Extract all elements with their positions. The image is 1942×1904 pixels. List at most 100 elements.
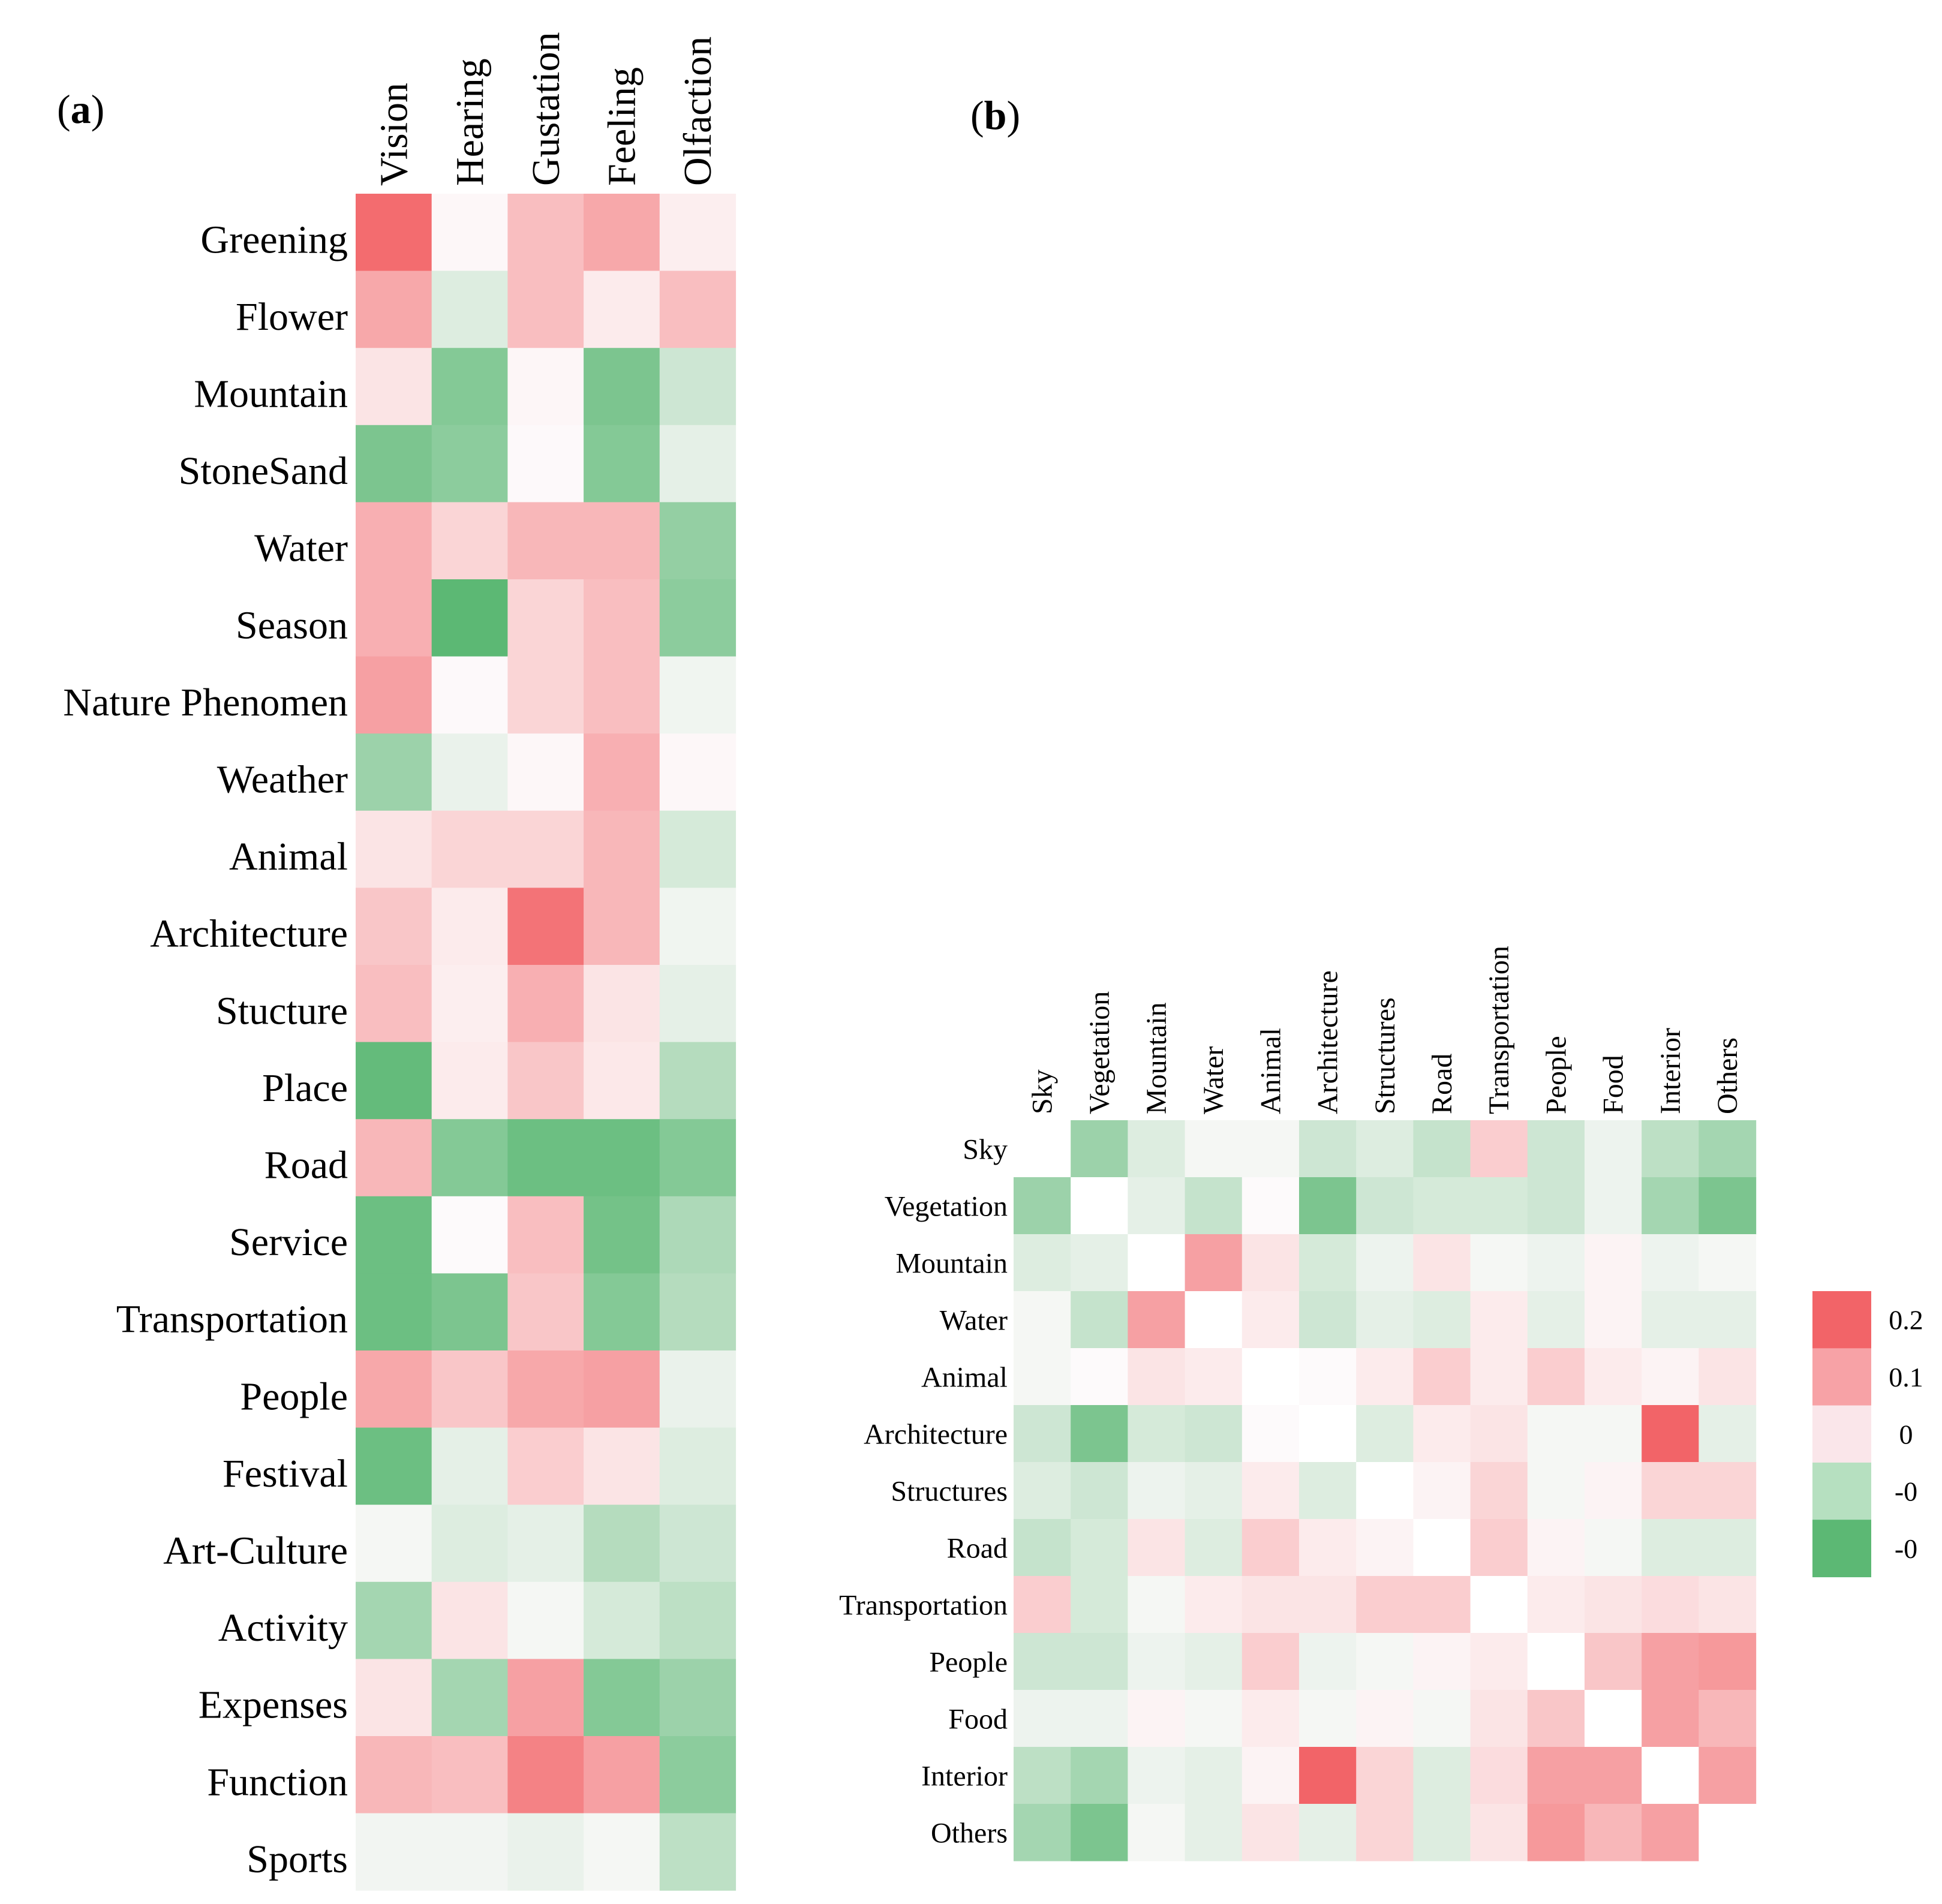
heatmap-a-cell	[659, 502, 736, 580]
panel-b-label: (b)	[970, 92, 1020, 138]
heatmap-b-cell	[1413, 1177, 1471, 1235]
heatmap-a-cell	[507, 1505, 584, 1583]
heatmap-b-cell	[1527, 1519, 1585, 1577]
heatmap-a-cell	[507, 1196, 584, 1274]
heatmap-b-cell	[1071, 1234, 1128, 1292]
heatmap-b-cell	[1014, 1177, 1071, 1235]
heatmap-a-cell	[584, 888, 660, 965]
heatmap-a-cell	[431, 656, 508, 734]
heatmap-b-cell	[1699, 1177, 1757, 1235]
heatmap-a-cell	[507, 348, 584, 426]
heatmap-a-cell	[659, 1813, 736, 1891]
heatmap-b-cell	[1470, 1804, 1528, 1861]
heatmap-b-cell	[1699, 1804, 1757, 1861]
heatmap-b-cell	[1071, 1747, 1128, 1804]
heatmap-a-cell	[356, 194, 432, 272]
heatmap-b-cell	[1299, 1576, 1357, 1634]
heatmap-b-cell	[1470, 1234, 1528, 1292]
heatmap-b-cell	[1413, 1804, 1471, 1861]
heatmap-b-cell	[1128, 1747, 1186, 1804]
heatmap-b-cell	[1585, 1120, 1642, 1178]
heatmap-b-cell	[1014, 1462, 1071, 1520]
heatmap-b-cell	[1185, 1690, 1243, 1747]
heatmap-b-cell	[1413, 1348, 1471, 1406]
heatmap-b-cell	[1642, 1120, 1699, 1178]
colorbar: 0.2 0.1 0 -0 -0	[1812, 1291, 1923, 1578]
heatmap-a-cell	[431, 1813, 508, 1891]
heatmap-b-cell	[1071, 1177, 1128, 1235]
heatmap-a-cell	[507, 194, 584, 272]
heatmap-a-cell	[659, 1736, 736, 1814]
heatmap-a-cell	[659, 579, 736, 657]
heatmap-a-cell	[431, 1581, 508, 1659]
heatmap-a-cell	[659, 348, 736, 426]
heatmap-a-cell	[431, 1273, 508, 1351]
heatmap-a-cell	[584, 579, 660, 657]
heatmap-a-cell	[659, 194, 736, 272]
heatmap-b-cell	[1642, 1747, 1699, 1804]
heatmap-b-cell	[1299, 1747, 1357, 1804]
heatmap-a-cell	[431, 733, 508, 811]
row-label: Greening	[200, 218, 348, 261]
row-label: Art-Culture	[163, 1529, 348, 1573]
heatmap-b-cell	[1014, 1291, 1071, 1349]
heatmap-a-cell	[584, 1196, 660, 1274]
heatmap-b-cell	[1470, 1462, 1528, 1520]
heatmap-b-cell	[1128, 1519, 1186, 1577]
heatmap-b-cell	[1241, 1291, 1300, 1349]
heatmap-b-cell	[1071, 1633, 1128, 1691]
column-label: Water	[1198, 1046, 1229, 1114]
heatmap-b-cell	[1014, 1519, 1071, 1577]
heatmap-a-cell	[584, 348, 660, 426]
heatmap-a-cell	[659, 425, 736, 503]
heatmap-b-cell	[1299, 1633, 1357, 1691]
heatmap-b-cell	[1128, 1348, 1186, 1406]
heatmap-a-cell	[584, 1119, 660, 1197]
heatmap-a-cell	[356, 1350, 432, 1428]
row-label: Service	[229, 1220, 348, 1264]
heatmap-b-cell	[1642, 1576, 1699, 1634]
heatmap-b-cell	[1128, 1804, 1186, 1861]
heatmap-b-cell	[1071, 1291, 1128, 1349]
heatmap-a-cell	[507, 810, 584, 888]
column-label: Interior	[1655, 1028, 1687, 1114]
heatmap-b-cell	[1527, 1291, 1585, 1349]
heatmap-a-cell	[356, 579, 432, 657]
heatmap-b-cell	[1699, 1633, 1757, 1691]
heatmap-a-cell	[507, 965, 584, 1043]
column-label: Road	[1426, 1054, 1458, 1114]
heatmap-b-cell	[1241, 1177, 1300, 1235]
heatmap-b-cell	[1241, 1690, 1300, 1747]
heatmap-b-cell	[1413, 1690, 1471, 1747]
heatmap-a-cell	[659, 1350, 736, 1428]
heatmap-b-cell	[1241, 1120, 1300, 1178]
heatmap-b-cell	[1413, 1120, 1471, 1178]
heatmap-a-cell	[507, 1119, 584, 1197]
colorbar-tick-label: 0	[1899, 1419, 1913, 1449]
panel-a-heatmap: (a) Greening Flower Mountain StoneSand Water…	[57, 32, 736, 1891]
heatmap-a-cell	[584, 733, 660, 811]
heatmap-a-cell	[584, 1042, 660, 1120]
heatmap-a-cell	[659, 888, 736, 965]
heatmap-b-cell	[1642, 1348, 1699, 1406]
column-label: Architecture	[1312, 970, 1344, 1114]
heatmap-b-cell	[1585, 1576, 1642, 1634]
row-label: Animal	[921, 1362, 1008, 1394]
heatmap-b-cell	[1241, 1747, 1300, 1804]
heatmap-a-cell	[584, 1659, 660, 1737]
heatmap-b-cell	[1014, 1576, 1071, 1634]
heatmap-b-cell	[1185, 1576, 1243, 1634]
heatmap-b-cell	[1470, 1519, 1528, 1577]
heatmap-b-cell	[1413, 1576, 1471, 1634]
heatmap-a-cell	[356, 810, 432, 888]
row-label: Flower	[236, 295, 348, 339]
row-label: Structures	[891, 1476, 1008, 1508]
heatmap-b-cell	[1699, 1234, 1757, 1292]
heatmap-b-cell	[1299, 1462, 1357, 1520]
heatmap-b-cell	[1413, 1519, 1471, 1577]
column-label: Food	[1598, 1055, 1630, 1114]
row-label: Road	[264, 1144, 348, 1187]
panel-b-column-labels: Sky Vegetation Mountain Water Animal Architec…	[1027, 946, 1743, 1114]
heatmap-b-cell	[1470, 1576, 1528, 1634]
